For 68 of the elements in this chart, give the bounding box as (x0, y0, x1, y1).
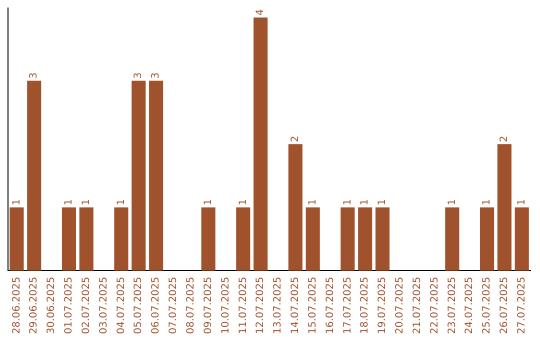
x-tick-label: 15.07.2025 (307, 276, 318, 334)
data-label: 1 (377, 199, 388, 206)
x-tick-label: 24.07.2025 (464, 276, 476, 334)
x-tick-label: 18.07.2025 (360, 276, 371, 334)
data-label: 1 (446, 199, 458, 206)
data-label: 1 (116, 199, 127, 206)
data-label: 1 (80, 199, 92, 206)
x-tick-label: 21.07.2025 (412, 276, 423, 334)
x-tick-label: 03.07.2025 (98, 276, 110, 334)
x-tick-label: 05.07.2025 (133, 276, 144, 334)
x-tick-label: 13.07.2025 (272, 276, 284, 334)
x-tick-label: 04.07.2025 (116, 276, 127, 334)
data-label: 1 (360, 199, 371, 206)
x-tick-label: 07.07.2025 (168, 276, 180, 334)
x-tick-label: 26.07.2025 (499, 276, 510, 334)
bar (288, 144, 302, 271)
bar (132, 80, 146, 271)
x-tick-label: 11.07.2025 (238, 276, 249, 334)
bar (306, 207, 320, 271)
bar (375, 207, 390, 271)
bar (445, 207, 460, 271)
bar (236, 207, 250, 271)
x-tick-label: 10.07.2025 (220, 276, 232, 334)
bar (27, 80, 42, 271)
data-label: 1 (202, 199, 214, 206)
x-tick-label: 01.07.2025 (64, 276, 75, 334)
x-tick-label: 08.07.2025 (185, 276, 196, 334)
x-tick-label: 14.07.2025 (290, 276, 302, 334)
bar (10, 207, 24, 271)
data-label: 4 (255, 9, 266, 16)
x-tick-label: 22.07.2025 (429, 276, 440, 334)
data-label: 1 (64, 199, 75, 206)
data-label: 1 (516, 199, 528, 206)
x-tick-label: 23.07.2025 (446, 276, 458, 334)
x-tick-label: 09.07.2025 (202, 276, 214, 334)
x-tick-label: 12.07.2025 (255, 276, 266, 334)
data-label: 3 (150, 72, 162, 79)
bar (480, 207, 494, 271)
x-tick-label: 16.07.2025 (324, 276, 336, 334)
data-label: 1 (11, 199, 22, 206)
data-label: 2 (290, 136, 302, 142)
x-tick-label: 20.07.2025 (394, 276, 406, 334)
x-tick-label: 30.06.2025 (46, 276, 58, 334)
bar (497, 144, 512, 271)
bar (79, 207, 94, 271)
x-tick-label: 29.06.2025 (28, 276, 40, 334)
bar (514, 207, 529, 271)
x-tick-label: 27.07.2025 (516, 276, 528, 334)
bar (114, 207, 128, 271)
x-tick-label: 02.07.2025 (80, 276, 92, 334)
x-tick-label: 25.07.2025 (482, 276, 493, 334)
x-tick-label: 17.07.2025 (342, 276, 354, 334)
data-label: 1 (307, 199, 318, 206)
data-label: 3 (133, 72, 144, 79)
x-tick-label: 19.07.2025 (377, 276, 388, 334)
bar (62, 207, 76, 271)
x-tick-label: 28.06.2025 (11, 276, 22, 334)
bar (340, 207, 355, 271)
bar (254, 17, 268, 271)
bar (201, 207, 216, 271)
data-label: 1 (342, 199, 354, 206)
bar (358, 207, 372, 271)
data-label: 1 (238, 199, 249, 206)
bar (149, 80, 164, 271)
x-tick-label: 06.07.2025 (150, 276, 162, 334)
data-label: 3 (28, 72, 40, 79)
data-label: 2 (499, 136, 510, 142)
data-label: 1 (482, 199, 493, 206)
